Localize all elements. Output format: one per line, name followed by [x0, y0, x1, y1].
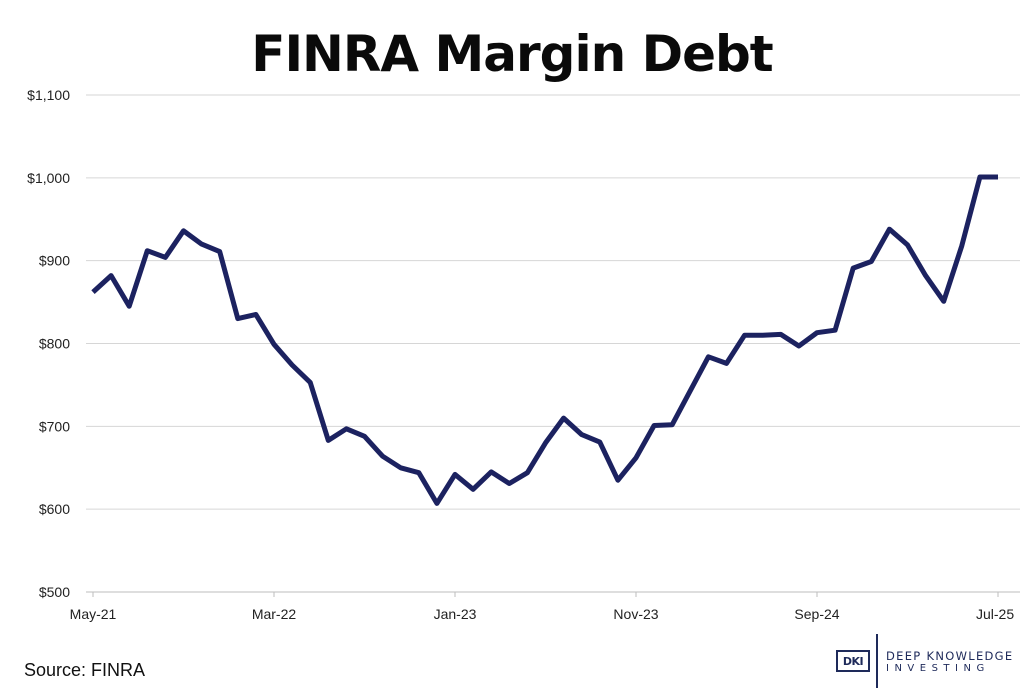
x-tick-label: May-21: [70, 606, 117, 622]
logo-text-line1: DEEP KNOWLEDGE: [886, 649, 1014, 663]
y-tick-label: $700: [39, 418, 70, 434]
x-tick-label: Sep-24: [794, 606, 839, 622]
chart: $500$600$700$800$900$1,000$1,100 May-21 M…: [27, 87, 1020, 622]
y-axis-tick-labels: $500 $600 $700 $800 $900 $1,000 $1,100: [27, 87, 70, 600]
series-line: [91, 174, 998, 506]
y-tick-label: $1,100: [27, 87, 70, 103]
y-tick-label: $800: [39, 336, 70, 352]
x-axis-tick-labels: May-21 Mar-22 Jan-23 Nov-23 Sep-24 Jul-25: [70, 592, 1014, 622]
source-note: Source: FINRA: [24, 660, 146, 680]
logo-mark: DKI: [836, 650, 870, 672]
x-tick-label: Jan-23: [434, 606, 477, 622]
y-tick-label: $600: [39, 501, 70, 517]
y-tick-label: $1,000: [27, 170, 70, 186]
gridlines: [86, 94, 1020, 593]
x-tick-label: Jul-25: [976, 606, 1014, 622]
logo-text-line2: INVESTING: [886, 663, 990, 674]
logo-divider: [876, 634, 878, 688]
chart-title: FINRA Margin Debt: [251, 25, 773, 83]
dki-logo: DKI DEEP KNOWLEDGE INVESTING: [836, 632, 1016, 690]
x-tick-label: Mar-22: [252, 606, 297, 622]
y-tick-label: $900: [39, 253, 70, 269]
x-tick-label: Nov-23: [613, 606, 658, 622]
y-tick-label: $500: [39, 584, 70, 600]
